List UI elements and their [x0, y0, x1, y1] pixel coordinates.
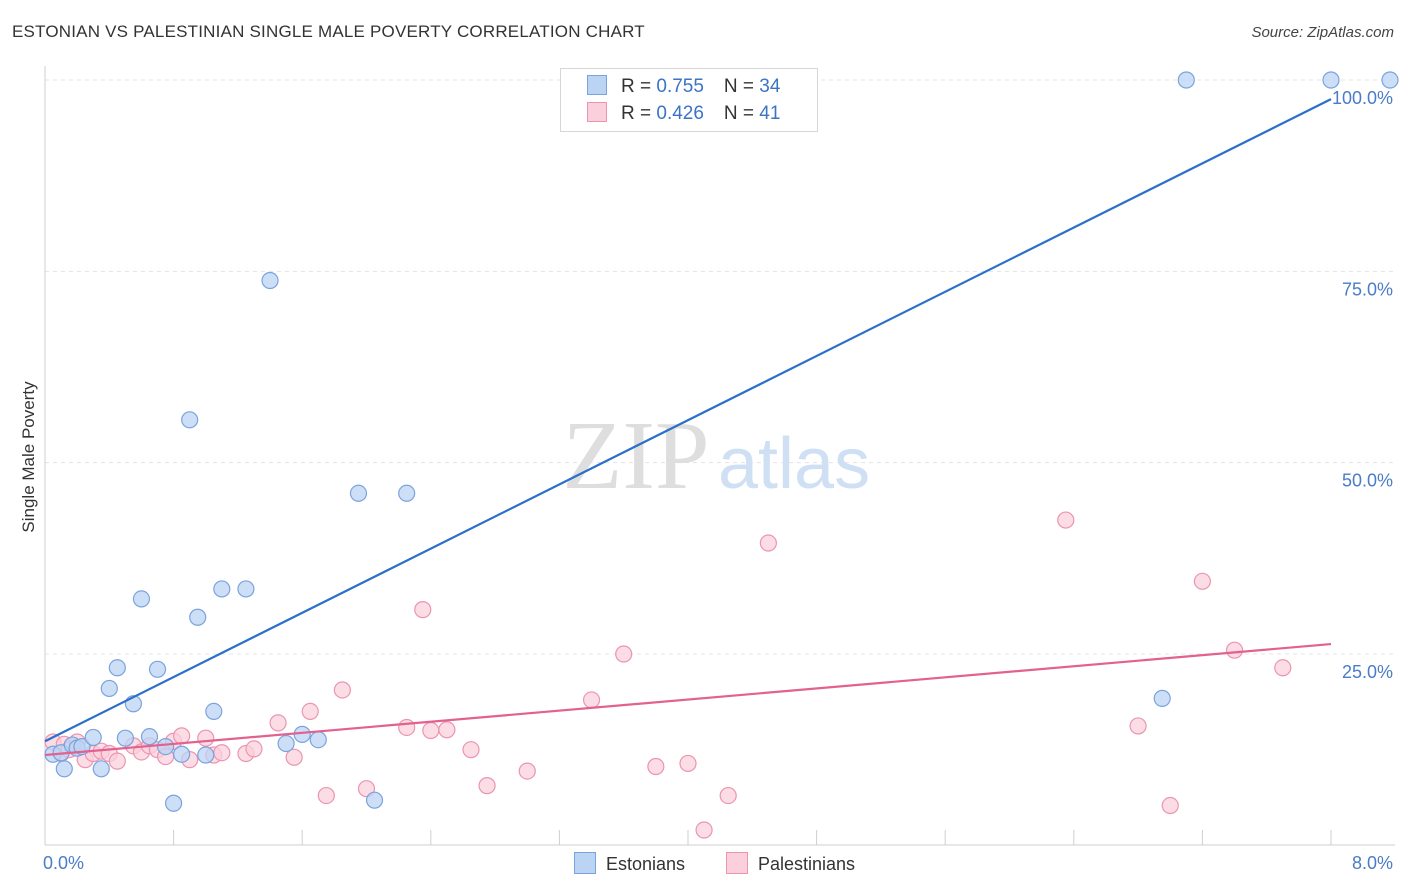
- y-tick-label: 75.0%: [1342, 279, 1393, 299]
- palestinian-point: [615, 645, 633, 663]
- watermark-atlas: atlas: [718, 424, 870, 504]
- bottom-legend-swatch-estonians: [574, 852, 596, 874]
- estonian-point: [205, 702, 223, 721]
- estonian-point: [309, 731, 327, 749]
- palestinian-point: [414, 601, 432, 619]
- tick-labels: 25.0% 50.0% 75.0% 100.0% 0.0% 8.0%: [43, 88, 1393, 873]
- legend-n-value-estonians: 34: [759, 76, 781, 97]
- palestinian-point: [462, 741, 480, 759]
- estonian-point: [1153, 689, 1171, 707]
- estonian-point: [213, 580, 231, 598]
- palestinian-point: [398, 718, 416, 737]
- bottom-legend-swatch-palestinians: [726, 852, 748, 874]
- estonian-point: [365, 791, 384, 809]
- palestinian-point: [1057, 511, 1075, 529]
- palestinian-point: [1193, 572, 1212, 590]
- palestinian-point: [647, 757, 665, 776]
- palestinian-point: [1161, 796, 1179, 815]
- legend-r-label: R =: [621, 76, 657, 97]
- y-axis-title: Single Male Poverty: [19, 381, 38, 533]
- palestinian-point: [333, 681, 351, 699]
- palestinian-point: [245, 740, 263, 758]
- y-tick-label: 100.0%: [1332, 88, 1393, 108]
- palestinian-point: [719, 786, 737, 805]
- watermark-zip: ZIP: [563, 402, 710, 510]
- series-estonians: [44, 71, 1399, 812]
- x-tick-label: 8.0%: [1352, 853, 1393, 873]
- estonian-point: [189, 608, 207, 626]
- estonian-point: [277, 734, 295, 753]
- legend-row-estonians: R = 0.755 N = 34: [587, 75, 780, 99]
- legend-swatch-estonians: [587, 75, 607, 95]
- estonian-trendline: [44, 98, 1332, 743]
- estonian-point: [181, 411, 199, 429]
- bottom-legend-estonians: Estonians: [574, 852, 685, 875]
- series-palestinians: [44, 511, 1292, 839]
- estonian-point: [261, 271, 279, 290]
- estonian-point: [100, 679, 118, 698]
- estonian-point: [1322, 71, 1340, 89]
- estonian-point: [165, 794, 183, 812]
- y-tick-label: 50.0%: [1342, 471, 1393, 491]
- palestinian-point: [438, 721, 456, 739]
- palestinian-point: [197, 729, 215, 747]
- palestinian-point: [1274, 659, 1292, 677]
- legend-r-value-estonians: 0.755: [656, 76, 704, 97]
- estonian-point: [1177, 71, 1195, 89]
- estonian-point: [84, 728, 102, 747]
- palestinian-point: [422, 721, 440, 740]
- axes: [44, 66, 1395, 846]
- bottom-legend-label-palestinians: Palestinians: [758, 854, 856, 874]
- estonian-point: [173, 745, 191, 763]
- x-tick-label: 0.0%: [43, 853, 84, 873]
- legend-n-value-palestinians: 41: [759, 103, 781, 124]
- chart-title: ESTONIAN VS PALESTINIAN SINGLE MALE POVE…: [12, 22, 645, 41]
- palestinian-point: [1225, 641, 1244, 659]
- palestinian-point: [478, 777, 496, 795]
- estonian-point: [156, 738, 175, 756]
- palestinian-point: [213, 744, 231, 762]
- estonian-point: [92, 760, 110, 778]
- trendlines: [44, 98, 1332, 757]
- palestinian-trendline: [44, 642, 1332, 757]
- legend-r-label: R =: [621, 103, 657, 124]
- estonian-point: [237, 580, 255, 598]
- estonian-point: [132, 590, 151, 608]
- legend-n-label: N =: [723, 103, 760, 124]
- palestinian-point: [173, 727, 191, 745]
- estonian-point: [116, 729, 134, 747]
- palestinian-point: [518, 762, 536, 780]
- bottom-legend-label-estonians: Estonians: [606, 854, 686, 874]
- estonian-point: [349, 484, 368, 502]
- estonian-point: [398, 484, 416, 502]
- y-tick-label: 25.0%: [1342, 662, 1393, 682]
- palestinian-point: [582, 691, 601, 709]
- legend-r-value-palestinians: 0.426: [656, 103, 704, 124]
- legend-row-palestinians: R = 0.426 N = 41: [587, 102, 780, 126]
- palestinian-point: [679, 754, 697, 773]
- palestinian-point: [317, 786, 335, 805]
- palestinian-point: [759, 534, 777, 552]
- palestinian-point: [695, 821, 713, 839]
- palestinian-point: [1129, 717, 1147, 735]
- legend-n-label: N =: [723, 76, 760, 97]
- gridlines: [45, 79, 1395, 655]
- palestinian-point: [269, 714, 287, 732]
- bottom-legend-palestinians: Palestinians: [726, 852, 855, 875]
- watermark: ZIP atlas: [563, 402, 871, 510]
- estonian-point: [197, 746, 215, 764]
- estonian-point: [55, 760, 73, 778]
- palestinian-point: [285, 748, 303, 766]
- source-label: Source: ZipAtlas.com: [1251, 24, 1394, 41]
- palestinian-point: [108, 752, 126, 770]
- palestinian-point: [301, 702, 319, 721]
- correlation-legend: R = 0.755 N = 34 R = 0.426 N = 41: [560, 68, 818, 132]
- estonian-point: [1381, 71, 1399, 89]
- estonian-point: [148, 660, 167, 678]
- estonian-point: [140, 728, 159, 746]
- legend-swatch-palestinians: [587, 102, 607, 122]
- estonian-point: [108, 659, 126, 677]
